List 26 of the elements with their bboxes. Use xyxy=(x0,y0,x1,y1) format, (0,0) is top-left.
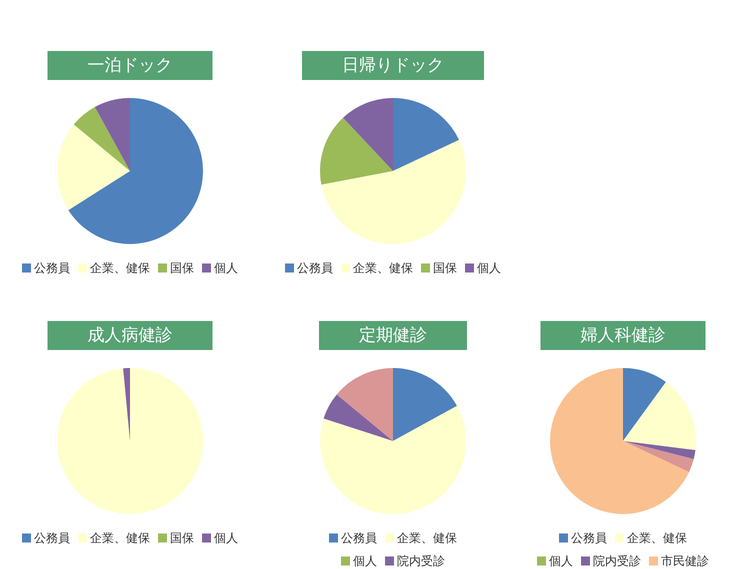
legend-label: 企業、健保 xyxy=(353,261,413,275)
chart-title: 定期健診 xyxy=(359,326,427,346)
legend-label: 院内受診 xyxy=(397,554,445,568)
legend-label: 企業、健保 xyxy=(627,531,687,545)
chart-title: 日帰りドック xyxy=(342,56,444,76)
chart-title: 成人病健診 xyxy=(88,326,172,346)
legend-label: 市民健診 xyxy=(661,554,709,568)
legend-label: 個人 xyxy=(214,531,238,545)
legend-label: 個人 xyxy=(353,554,377,568)
legend-label: 公務員 xyxy=(571,531,607,545)
legend-label: 企業、健保 xyxy=(90,531,150,545)
legend-label: 国保 xyxy=(170,531,194,545)
legend-label: 個人 xyxy=(477,261,501,275)
legend-label: 個人 xyxy=(214,261,238,275)
legend-label: 国保 xyxy=(170,261,194,275)
legend-label: 個人 xyxy=(549,554,573,568)
legend-label: 公務員 xyxy=(297,261,333,275)
legend-label: 企業、健保 xyxy=(90,261,150,275)
legend-label: 国保 xyxy=(433,261,457,275)
chart-title: 一泊ドック xyxy=(88,56,172,76)
legend-label: 公務員 xyxy=(34,261,70,275)
chart-title: 婦人科健診 xyxy=(580,326,666,346)
legend-label: 公務員 xyxy=(34,531,70,545)
legend-label: 院内受診 xyxy=(593,554,641,568)
legend-label: 公務員 xyxy=(341,531,377,545)
legend-label: 企業、健保 xyxy=(397,531,457,545)
